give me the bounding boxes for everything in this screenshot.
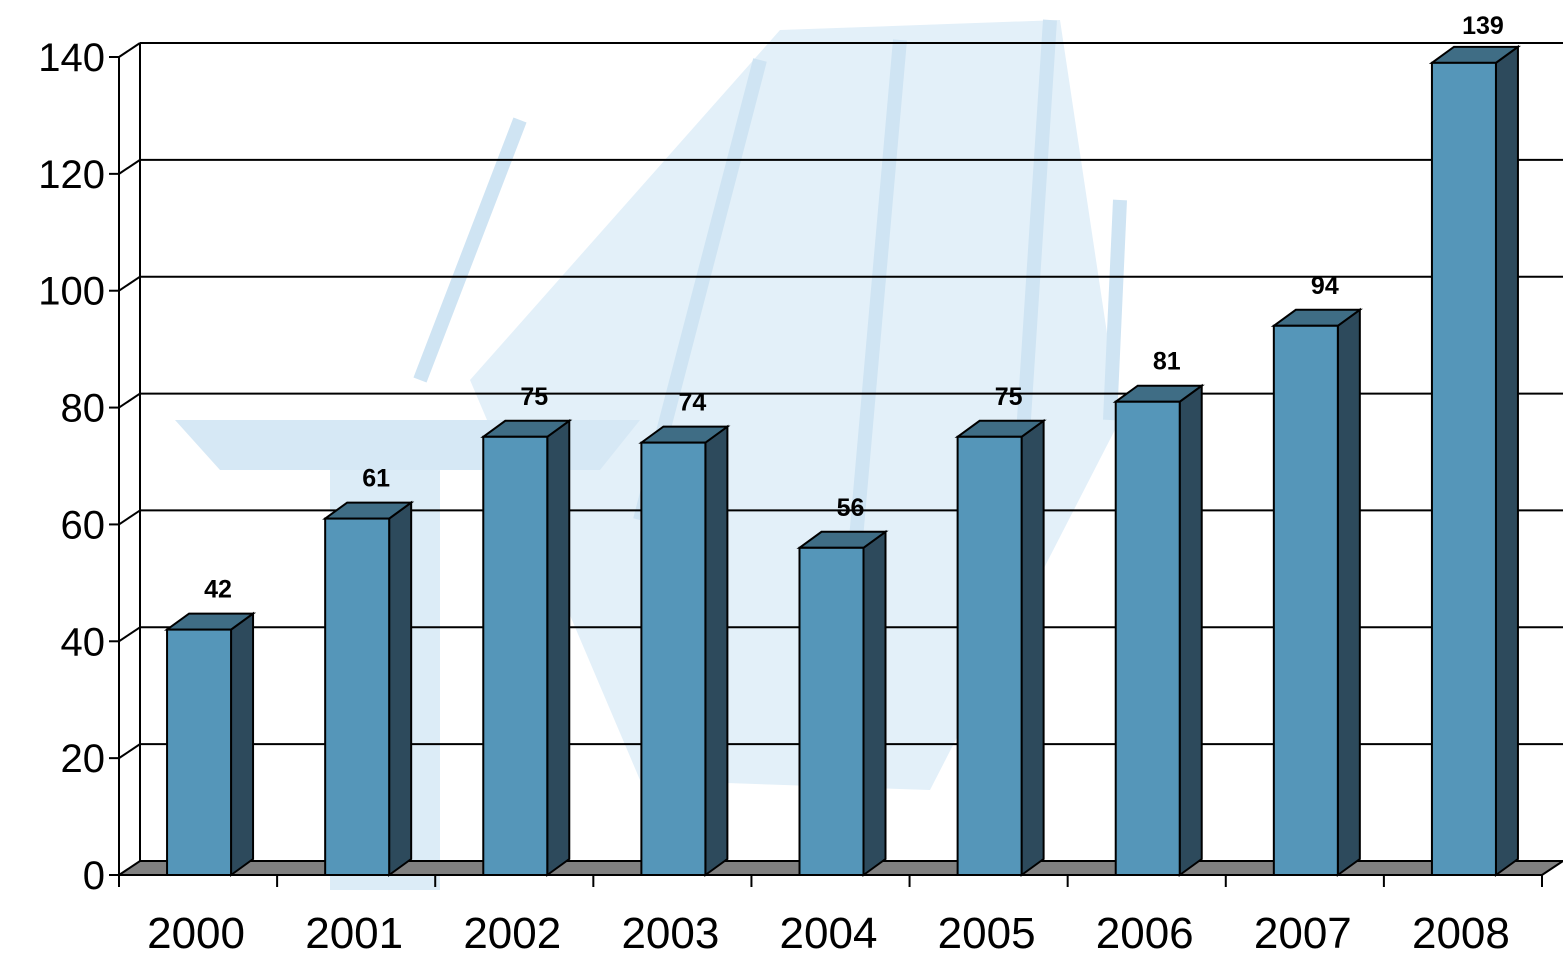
data-label: 81 bbox=[1153, 348, 1181, 376]
bar-side bbox=[1336, 307, 1361, 877]
bar-side bbox=[230, 611, 255, 877]
bar-front bbox=[324, 517, 391, 876]
y-tick-label: 80 bbox=[61, 387, 106, 431]
x-tick-label: 2002 bbox=[463, 909, 561, 955]
data-label: 74 bbox=[678, 389, 706, 417]
x-tick-label: 2001 bbox=[305, 909, 403, 955]
gridline-depth bbox=[118, 509, 141, 526]
watermark-line bbox=[1013, 19, 1057, 481]
gridline-depth bbox=[118, 743, 141, 759]
bar-2002 bbox=[480, 418, 573, 877]
bar-side bbox=[704, 424, 729, 877]
bar-side bbox=[862, 529, 887, 877]
bar-side bbox=[1020, 418, 1045, 877]
data-label: 94 bbox=[1311, 272, 1339, 300]
gridline-depth bbox=[118, 275, 141, 292]
bar-2004 bbox=[796, 529, 889, 877]
watermark-line bbox=[413, 117, 527, 383]
x-tick-label: 2007 bbox=[1254, 909, 1352, 955]
watermark-line bbox=[1103, 199, 1127, 421]
x-tick-label: 2000 bbox=[147, 909, 245, 955]
bar-front bbox=[482, 435, 549, 876]
x-tick-label: 2006 bbox=[1096, 909, 1194, 955]
bar-2005 bbox=[954, 418, 1047, 877]
bar-front bbox=[1272, 324, 1339, 876]
bar-2000 bbox=[163, 611, 257, 877]
labels: 0 20 40 60 80 100 120 140 42 2000 61 2001 75 2002 74 20… bbox=[38, 12, 1510, 955]
data-label: 42 bbox=[204, 576, 232, 604]
gridline-depth bbox=[118, 159, 141, 175]
y-tick-label: 60 bbox=[61, 503, 106, 547]
bar-2008 bbox=[1428, 44, 1522, 877]
gridline-depth bbox=[118, 392, 141, 409]
data-label: 139 bbox=[1462, 12, 1504, 40]
bar-front bbox=[166, 628, 233, 876]
y-tick-label: 40 bbox=[61, 620, 106, 664]
data-label: 75 bbox=[520, 383, 548, 411]
bar-side bbox=[546, 418, 571, 877]
bar-2003 bbox=[638, 424, 731, 877]
bar-2007 bbox=[1270, 307, 1363, 877]
data-label: 75 bbox=[995, 383, 1023, 411]
bar-front bbox=[1114, 400, 1181, 876]
gridline-depth bbox=[118, 42, 141, 58]
x-tick-label: 2003 bbox=[621, 909, 719, 955]
x-tick-label: 2008 bbox=[1412, 909, 1510, 955]
x-tick-label: 2004 bbox=[780, 909, 878, 955]
x-tick-label: 2005 bbox=[938, 909, 1036, 955]
data-label: 61 bbox=[362, 465, 390, 493]
bar-side bbox=[388, 500, 413, 877]
y-tick-label: 20 bbox=[61, 737, 106, 781]
bar-2006 bbox=[1112, 383, 1205, 877]
bar-front bbox=[798, 546, 865, 876]
bars bbox=[163, 44, 1522, 877]
data-label: 56 bbox=[837, 494, 865, 522]
bar-front bbox=[956, 435, 1023, 876]
y-tick-label: 0 bbox=[83, 854, 105, 898]
bar-front bbox=[1430, 61, 1497, 877]
bar-front bbox=[640, 441, 707, 876]
bar-side bbox=[1494, 44, 1519, 877]
bar-2001 bbox=[322, 500, 415, 877]
y-tick-label: 120 bbox=[38, 153, 105, 197]
bar-side bbox=[1178, 383, 1203, 877]
y-tick-label: 140 bbox=[38, 36, 105, 80]
gridline-depth bbox=[118, 626, 141, 643]
y-tick-label: 100 bbox=[38, 270, 105, 314]
